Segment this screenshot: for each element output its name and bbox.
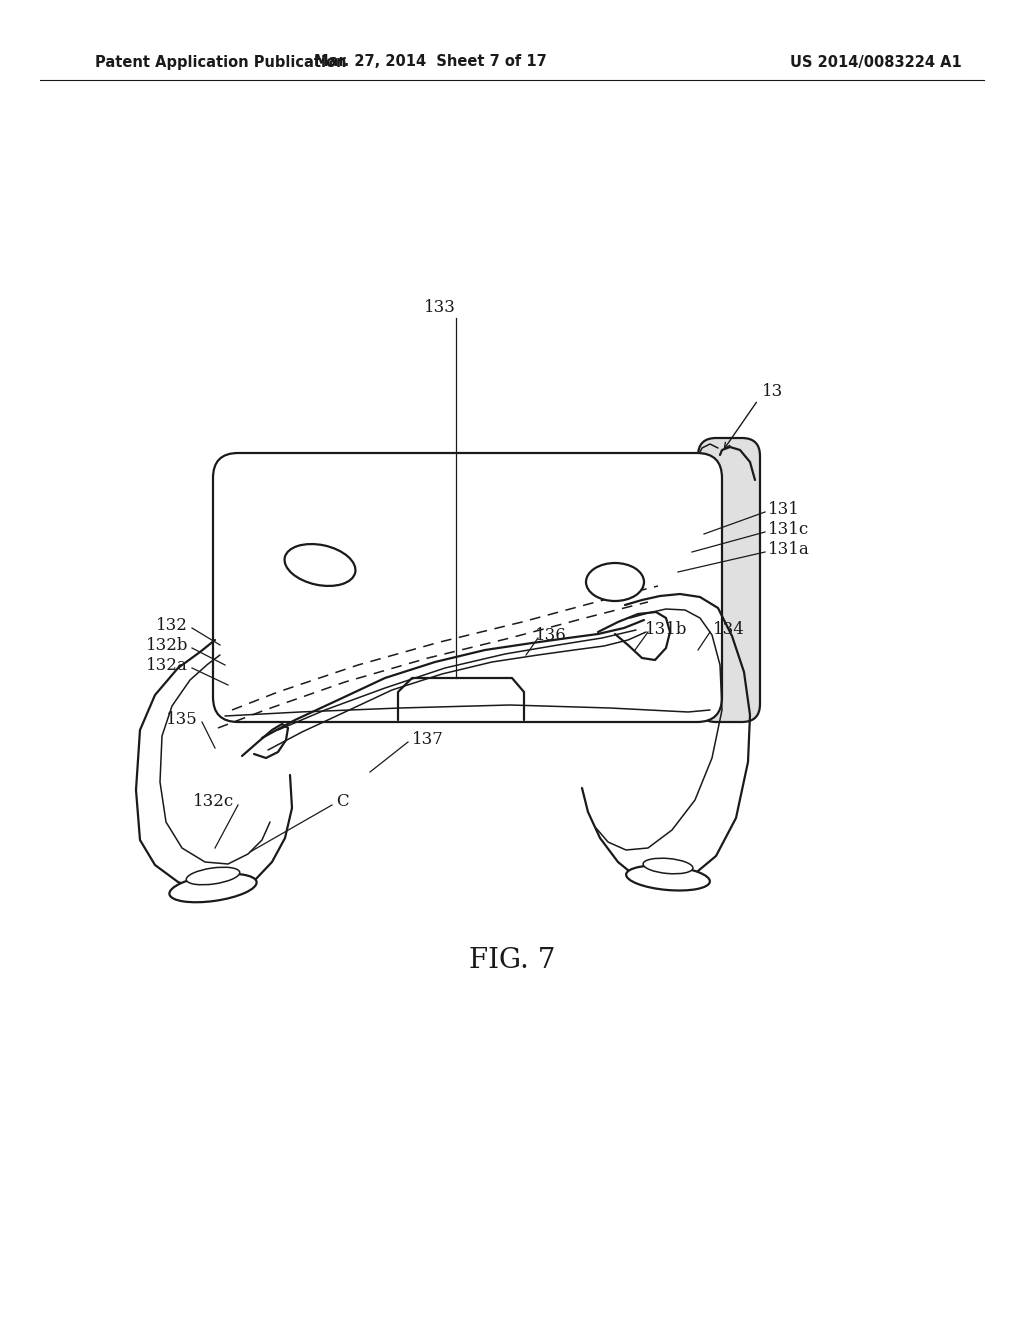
Text: 132a: 132a — [146, 656, 188, 673]
Text: C: C — [336, 793, 348, 810]
Text: Patent Application Publication: Patent Application Publication — [95, 54, 346, 70]
Ellipse shape — [169, 874, 257, 903]
Text: 131: 131 — [768, 500, 800, 517]
Text: 136: 136 — [535, 627, 566, 644]
Text: 131a: 131a — [768, 540, 810, 557]
FancyBboxPatch shape — [698, 438, 760, 722]
Text: FIG. 7: FIG. 7 — [469, 946, 555, 974]
Text: 137: 137 — [412, 730, 443, 747]
Text: 135: 135 — [166, 710, 198, 727]
FancyBboxPatch shape — [213, 453, 722, 722]
Text: US 2014/0083224 A1: US 2014/0083224 A1 — [790, 54, 962, 70]
Ellipse shape — [186, 867, 240, 884]
Text: 133: 133 — [424, 300, 456, 317]
Ellipse shape — [643, 858, 693, 874]
Ellipse shape — [586, 564, 644, 601]
Text: 13: 13 — [762, 384, 783, 400]
Text: Mar. 27, 2014  Sheet 7 of 17: Mar. 27, 2014 Sheet 7 of 17 — [313, 54, 547, 70]
Text: 131b: 131b — [645, 620, 687, 638]
Ellipse shape — [285, 544, 355, 586]
Text: 131c: 131c — [768, 520, 809, 537]
Text: 132: 132 — [156, 616, 188, 634]
Ellipse shape — [626, 866, 710, 891]
Text: 132c: 132c — [193, 793, 234, 810]
Text: 132b: 132b — [145, 636, 188, 653]
Text: 134: 134 — [713, 620, 744, 638]
